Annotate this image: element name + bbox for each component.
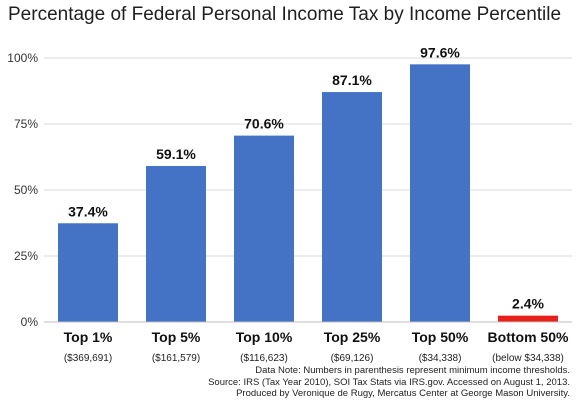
bar [146, 165, 206, 322]
y-tick-label: 50% [14, 183, 38, 197]
x-tick-label: Top 5% [152, 329, 201, 345]
chart-notes: Data Note: Numbers in parenthesis repres… [208, 365, 570, 400]
x-tick-label: Top 1% [64, 329, 113, 345]
data-label: 97.6% [420, 44, 460, 60]
y-tick-label: 100% [7, 51, 38, 65]
y-tick-label: 75% [14, 117, 38, 131]
bar [410, 64, 470, 322]
x-tick-label: Bottom 50% [488, 329, 569, 345]
x-sub-label: (below $34,338) [492, 353, 564, 364]
x-sub-label: ($161,579) [152, 353, 200, 364]
x-tick-label: Top 10% [236, 329, 293, 345]
x-sub-label: ($116,623) [240, 353, 288, 364]
bar [322, 92, 382, 322]
data-label: 37.4% [68, 203, 108, 219]
data-label: 2.4% [512, 296, 544, 312]
data-note: Data Note: Numbers in parenthesis repres… [255, 365, 570, 376]
x-sub-label: ($34,338) [419, 353, 462, 364]
data-label: 87.1% [332, 72, 372, 88]
x-tick-label: Top 25% [324, 329, 381, 345]
bar [498, 315, 558, 322]
y-tick-label: 25% [14, 249, 38, 263]
x-tick-label: Top 50% [412, 329, 469, 345]
bar [234, 135, 294, 322]
data-label: 70.6% [244, 116, 284, 132]
x-sub-label: ($69,126) [331, 353, 374, 364]
y-tick-label: 0% [21, 315, 39, 329]
credit-note: Produced by Veronique de Rugy, Mercatus … [236, 388, 570, 399]
source-note: Source: IRS (Tax Year 2010), SOI Tax Sta… [208, 376, 570, 388]
bar [58, 223, 118, 322]
chart-title: Percentage of Federal Personal Income Ta… [8, 4, 562, 25]
x-sub-label: ($369,691) [64, 353, 112, 364]
data-label: 59.1% [156, 146, 196, 162]
